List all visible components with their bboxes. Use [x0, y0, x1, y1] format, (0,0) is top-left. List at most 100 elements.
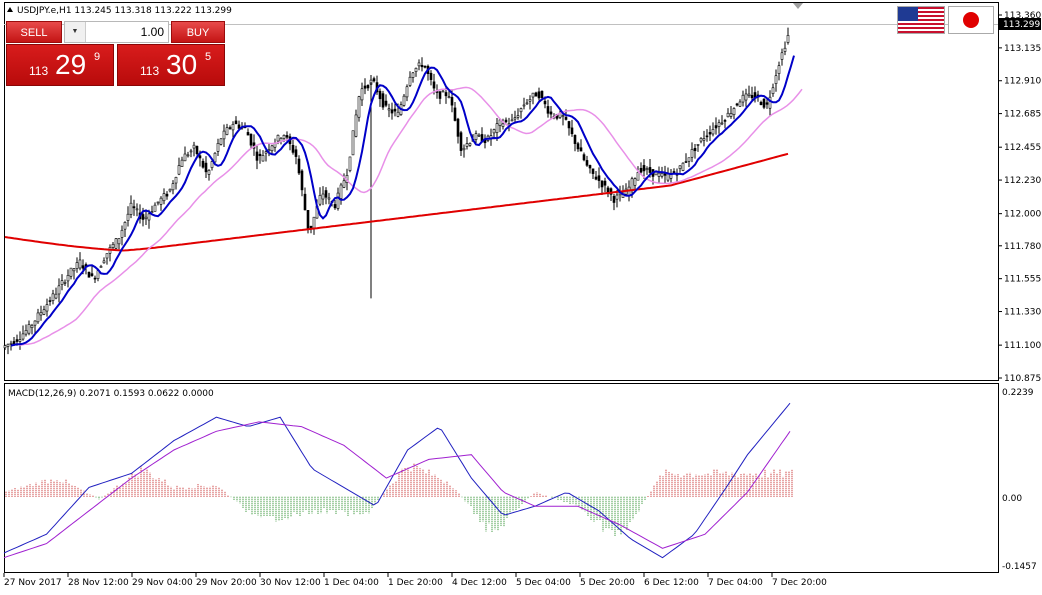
candle-body [663, 173, 667, 176]
price-axis: 113.360 113.135 112.910 112.685 112.455 112.2… [998, 11, 1041, 384]
candle-body [336, 192, 340, 209]
candle-body [39, 312, 43, 316]
candle-body [174, 176, 178, 184]
candle-body [417, 62, 421, 67]
candle-body [237, 124, 241, 129]
symbol-collapse-icon[interactable] [7, 7, 13, 12]
candle-body [66, 275, 70, 282]
candle-body [159, 197, 163, 205]
candle-body [60, 280, 64, 285]
candle-body [36, 312, 40, 323]
candle-body [648, 167, 652, 173]
candle-body [747, 93, 751, 96]
time-tick-label: 29 Nov 04:00 [132, 578, 193, 588]
candle-body [771, 87, 775, 94]
candle-body [24, 330, 28, 335]
candle-body [603, 180, 607, 186]
candle-body [432, 81, 436, 89]
candle-body [69, 267, 73, 277]
time-tick-label: 5 Dec 20:00 [580, 578, 635, 588]
candle-body [573, 134, 577, 144]
buy-price-point: 5 [205, 51, 212, 63]
candle-body [462, 147, 466, 151]
candle-body [165, 193, 169, 197]
candle-body [738, 101, 742, 107]
candle-body [411, 72, 415, 78]
candle-body [576, 143, 580, 150]
candle-body [726, 112, 730, 118]
candle-body [678, 165, 682, 169]
candle-body [120, 229, 124, 238]
macd-signal-line [3, 421, 791, 559]
candle-body [54, 293, 58, 299]
candle-body [126, 213, 130, 221]
candle-body [390, 109, 394, 114]
candle-body [780, 52, 784, 60]
candle-body [285, 135, 289, 138]
candle-body [132, 206, 136, 209]
candle-body [717, 122, 721, 127]
candle-body [402, 95, 406, 106]
candle-body [444, 92, 448, 97]
candle-body [291, 145, 295, 153]
time-tick-label: 6 Dec 12:00 [644, 578, 699, 588]
chevron-down-icon[interactable]: ▼ [65, 22, 86, 42]
candle-body [387, 108, 391, 111]
candle-body [525, 102, 529, 105]
candle-body [219, 138, 223, 145]
sell-price-pips: 29 [55, 49, 87, 80]
price-tick-label: 112.455 [1004, 143, 1041, 153]
price-tick-label: 111.330 [1004, 308, 1041, 318]
price-tick-label: 110.875 [1004, 374, 1041, 384]
sell-price-box[interactable]: 113 29 9 [6, 44, 114, 86]
candle-body [561, 115, 565, 117]
price-tick-label: 111.555 [1004, 275, 1041, 285]
candle-body [492, 129, 496, 134]
candle-body [729, 113, 733, 117]
candle-body [144, 216, 148, 219]
candle-body [450, 97, 454, 106]
candle-body [93, 277, 97, 280]
candle-body [453, 107, 457, 121]
candle-body [381, 93, 385, 108]
candle-body [567, 121, 571, 129]
candle-body [549, 111, 553, 115]
price-tick-label: 112.910 [1004, 77, 1041, 87]
candle-body [639, 167, 643, 173]
candle-body [186, 154, 190, 157]
time-tick-label: 5 Dec 04:00 [516, 578, 571, 588]
candle-body [63, 281, 67, 284]
buy-button[interactable]: BUY [171, 21, 225, 43]
candle-body [156, 201, 160, 204]
candle-body [306, 210, 310, 230]
lot-size-field[interactable]: ▼ 1.00 [64, 21, 169, 43]
candle-body [276, 134, 280, 142]
candle-body [723, 120, 727, 122]
lot-size-value[interactable]: 1.00 [140, 25, 164, 39]
candle-body [231, 123, 235, 131]
candle-body [777, 65, 781, 74]
candle-body [516, 115, 520, 118]
candle-body [246, 132, 250, 136]
candle-body [342, 180, 346, 188]
candle-body [366, 85, 370, 89]
macd-axis-max: 0.2239 [1002, 388, 1034, 398]
candle-body [180, 159, 184, 167]
candle-body [351, 130, 355, 156]
candle-body [75, 262, 79, 269]
sell-button[interactable]: SELL [6, 21, 62, 43]
candle-body [48, 300, 52, 302]
candle-body [459, 132, 463, 151]
candle-body [744, 93, 748, 101]
candle-body [522, 104, 526, 107]
candle-body [498, 119, 502, 126]
candle-body [774, 75, 778, 84]
candle-body [363, 85, 367, 89]
candle-body [582, 154, 586, 161]
candle-body [441, 90, 445, 93]
chart-shift-marker[interactable] [793, 3, 803, 9]
buy-price-box[interactable]: 113 30 5 [117, 44, 225, 86]
candle-body [162, 193, 166, 202]
sell-price-prefix: 113 [29, 64, 49, 78]
